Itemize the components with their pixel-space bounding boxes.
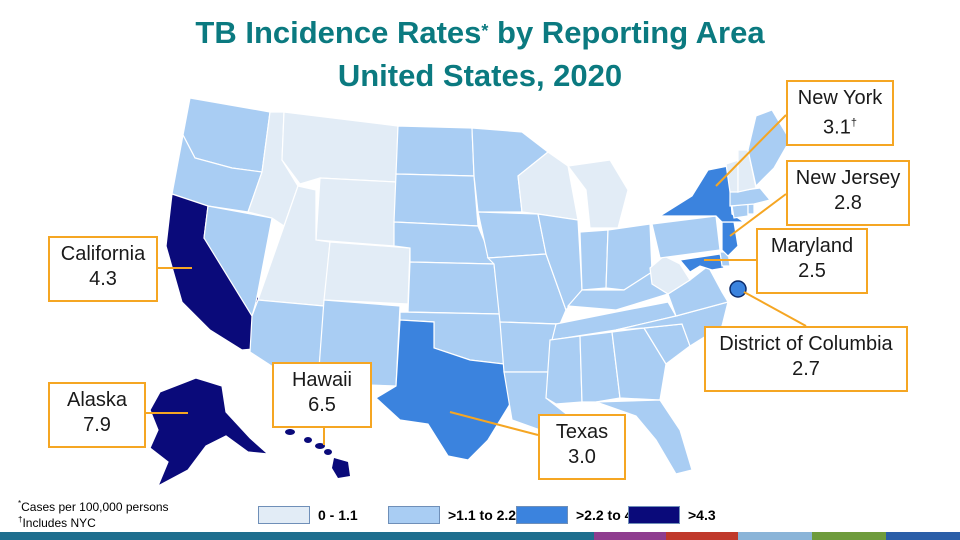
callout-name: California [60, 243, 146, 265]
bar-segment [666, 532, 738, 540]
state-wyoming [315, 177, 397, 247]
callout-value-line: 3.1† [788, 111, 892, 141]
state-hawaii [285, 429, 350, 478]
callout-name: District of Columbia [719, 333, 893, 355]
state-alabama [579, 331, 621, 403]
callout-alaska: Alaska 7.9 [48, 382, 146, 448]
callout-value: 7.9 [83, 414, 111, 436]
callout-new-jersey: New Jersey 2.8 [786, 160, 910, 226]
legend-label: >1.1 to 2.2 [448, 507, 517, 523]
state-pennsylvania [651, 215, 721, 259]
callout-name: New Jersey [795, 167, 901, 189]
callout-name: Alaska [66, 389, 128, 411]
callout-hawaii: Hawaii 6.5 [272, 362, 372, 428]
callout-name: New York [797, 87, 883, 109]
bar-segment [300, 532, 594, 540]
callout-value: 2.8 [834, 192, 862, 214]
callout-mark: † [850, 117, 857, 129]
map-title-line-2: United States, 2020 [337, 58, 623, 93]
state-south-dakota [393, 173, 479, 227]
state-new-jersey [721, 221, 739, 257]
title-text: TB Incidence Rates [195, 15, 482, 50]
leader-new-york [715, 114, 787, 187]
callout-name: Maryland [770, 235, 854, 257]
map-title-line-1: TB Incidence Rates* by Reporting Area [0, 14, 960, 52]
footnote-text-2: Includes NYC [22, 516, 96, 530]
callout-texas: Texas 3.0 [538, 414, 626, 480]
leader-dc [743, 291, 807, 327]
callout-value: 2.7 [792, 358, 820, 380]
state-montana [281, 111, 399, 185]
state-mississippi [545, 335, 583, 405]
callout-maryland: Maryland 2.5 [756, 228, 868, 294]
bar-segment [0, 532, 300, 540]
legend-swatch [628, 506, 680, 524]
state-texas [375, 319, 511, 461]
callout-new-york: New York 3.1† [786, 80, 894, 146]
leader-new-jersey [729, 193, 787, 237]
bar-segment [738, 532, 812, 540]
state-kansas [407, 261, 501, 315]
callout-value: 3.0 [568, 446, 596, 468]
state-alaska [149, 377, 270, 488]
callout-value: 2.5 [798, 260, 826, 282]
title-tail: by Reporting Area [488, 15, 765, 50]
callout-california: California 4.3 [48, 236, 158, 302]
footnote-cases: *Cases per 100,000 persons [18, 499, 169, 514]
callout-value: 4.3 [89, 268, 117, 290]
footnote-text-1: Cases per 100,000 persons [21, 500, 169, 514]
state-florida [595, 399, 693, 475]
legend-label: >2.2 to 4.3 [576, 507, 645, 523]
leader-texas [449, 411, 539, 436]
bar-segment [886, 532, 960, 540]
state-indiana [579, 229, 609, 291]
callout-district-of-columbia: District of Columbia 2.7 [704, 326, 908, 392]
state-maryland [678, 253, 725, 273]
legend-label: >4.3 [688, 507, 716, 523]
bar-segment [812, 532, 886, 540]
state-colorado [323, 241, 411, 305]
footnote-mark-1: * [18, 499, 22, 508]
bar-segment [594, 532, 666, 540]
legend-label: 0 - 1.1 [318, 507, 358, 523]
callout-name: Hawaii [291, 369, 353, 391]
legend-swatch [258, 506, 310, 524]
state-arkansas [499, 321, 557, 373]
footnote-nyc: †Includes NYC [18, 515, 96, 530]
state-iowa [477, 211, 547, 259]
callout-name: Texas [555, 421, 609, 443]
title-asterisk: * [481, 21, 489, 41]
footnote-mark-2: † [18, 515, 23, 524]
state-north-dakota [395, 125, 475, 177]
dc-marker [729, 280, 747, 298]
callout-value: 6.5 [308, 394, 336, 416]
legend-swatch [388, 506, 440, 524]
legend-swatch [516, 506, 568, 524]
state-rhode-island [747, 203, 755, 215]
callout-value: 3.1 [823, 116, 851, 139]
